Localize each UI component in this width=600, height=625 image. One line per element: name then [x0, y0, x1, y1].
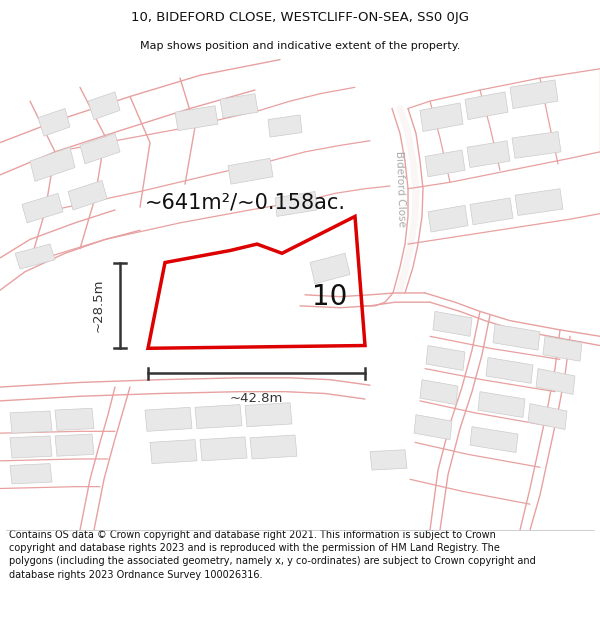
Polygon shape	[245, 402, 292, 427]
Polygon shape	[15, 244, 55, 269]
Polygon shape	[414, 415, 452, 439]
Text: Bideford Close: Bideford Close	[394, 151, 406, 227]
Polygon shape	[228, 158, 273, 184]
Polygon shape	[370, 450, 407, 470]
Polygon shape	[425, 150, 465, 177]
Polygon shape	[30, 148, 75, 181]
Polygon shape	[195, 404, 242, 429]
Polygon shape	[420, 103, 463, 131]
Polygon shape	[465, 92, 508, 119]
Polygon shape	[310, 253, 350, 284]
Polygon shape	[512, 131, 561, 158]
Polygon shape	[10, 436, 52, 458]
Text: ~641m²/~0.158ac.: ~641m²/~0.158ac.	[145, 192, 346, 213]
Text: 10: 10	[313, 282, 347, 311]
Text: Contains OS data © Crown copyright and database right 2021. This information is : Contains OS data © Crown copyright and d…	[9, 530, 536, 579]
Polygon shape	[68, 181, 107, 210]
Polygon shape	[55, 408, 94, 431]
Polygon shape	[145, 408, 192, 431]
Polygon shape	[22, 193, 63, 223]
Polygon shape	[38, 109, 70, 136]
Polygon shape	[10, 411, 52, 433]
Polygon shape	[55, 434, 94, 456]
Polygon shape	[515, 189, 563, 216]
Polygon shape	[150, 439, 197, 464]
Polygon shape	[467, 141, 510, 168]
Polygon shape	[426, 346, 465, 371]
Polygon shape	[543, 336, 582, 361]
Polygon shape	[470, 427, 518, 452]
Polygon shape	[80, 133, 120, 164]
Text: ~42.8m: ~42.8m	[230, 392, 283, 404]
Polygon shape	[175, 106, 218, 131]
Polygon shape	[10, 464, 52, 484]
Polygon shape	[275, 191, 317, 216]
Polygon shape	[510, 80, 558, 109]
Polygon shape	[493, 324, 540, 350]
Polygon shape	[470, 198, 513, 225]
Polygon shape	[420, 379, 458, 404]
Polygon shape	[478, 392, 525, 418]
Polygon shape	[220, 94, 258, 118]
Polygon shape	[536, 369, 575, 394]
Text: 10, BIDEFORD CLOSE, WESTCLIFF-ON-SEA, SS0 0JG: 10, BIDEFORD CLOSE, WESTCLIFF-ON-SEA, SS…	[131, 11, 469, 24]
Polygon shape	[250, 435, 297, 459]
Polygon shape	[268, 115, 302, 137]
Text: ~28.5m: ~28.5m	[91, 279, 104, 332]
Text: Map shows position and indicative extent of the property.: Map shows position and indicative extent…	[140, 41, 460, 51]
Polygon shape	[486, 357, 533, 383]
Polygon shape	[428, 206, 468, 232]
Polygon shape	[433, 311, 472, 336]
Polygon shape	[528, 404, 567, 429]
Polygon shape	[200, 437, 247, 461]
Polygon shape	[88, 92, 120, 119]
